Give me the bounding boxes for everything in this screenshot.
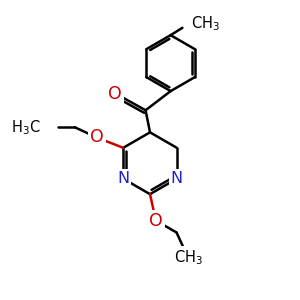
Text: H$_3$C: H$_3$C bbox=[11, 118, 41, 136]
Text: O: O bbox=[108, 85, 122, 103]
Text: N: N bbox=[117, 171, 129, 186]
Text: CH$_3$: CH$_3$ bbox=[174, 248, 203, 267]
Text: O: O bbox=[149, 212, 163, 230]
Text: O: O bbox=[90, 128, 104, 146]
Text: N: N bbox=[171, 171, 183, 186]
Text: CH$_3$: CH$_3$ bbox=[191, 14, 220, 33]
